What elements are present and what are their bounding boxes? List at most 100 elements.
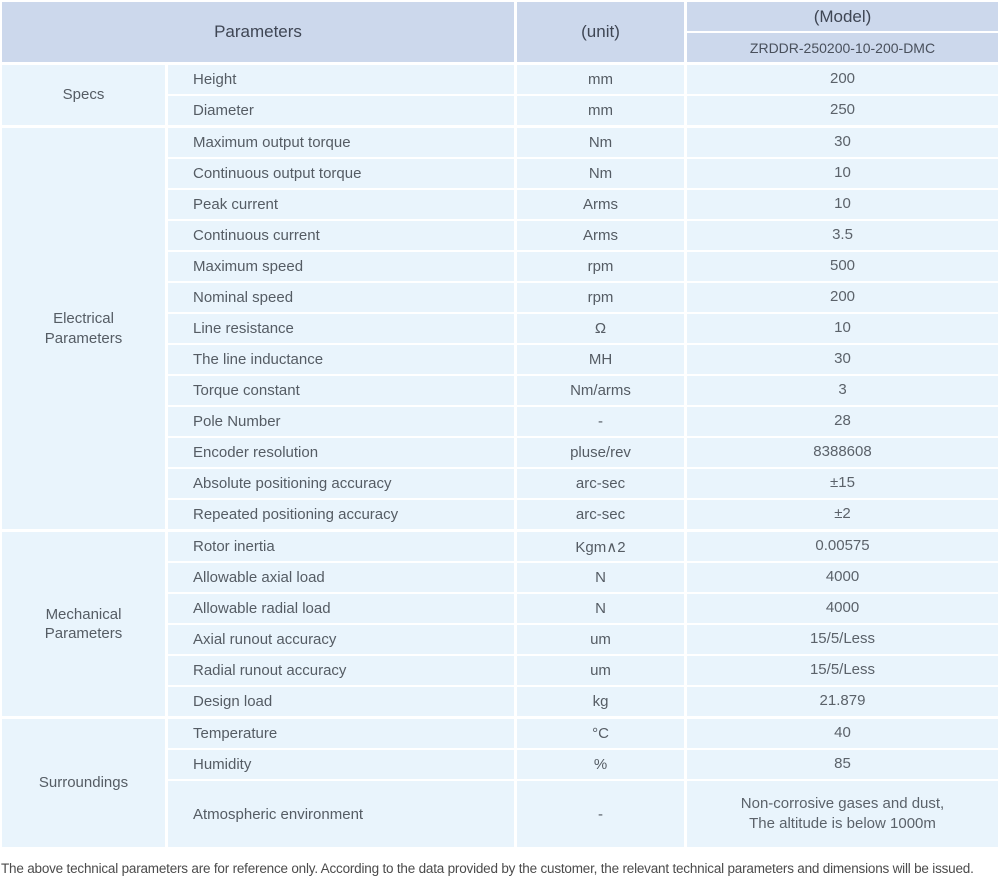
header-parameters: Parameters: [2, 2, 514, 62]
unit-cell: %: [517, 750, 684, 779]
section-surroundings: Surroundings Temperature °C 40 Humidity% 85 At…: [2, 719, 998, 847]
footer-note: The above technical parameters are for r…: [1, 861, 974, 876]
param-cell: Design load: [168, 687, 514, 716]
table-row: Pole Number -28: [168, 407, 998, 436]
table-row: Humidity% 85: [168, 750, 998, 779]
unit-cell: mm: [517, 65, 684, 94]
spec-table: Parameters (unit) (Model) ZRDDR-250200-1…: [2, 2, 998, 847]
value-cell: 10: [687, 159, 998, 188]
value-cell: 4000: [687, 594, 998, 623]
unit-cell: um: [517, 625, 684, 654]
unit-cell: Nm/arms: [517, 376, 684, 405]
unit-cell: mm: [517, 96, 684, 125]
param-cell: Peak current: [168, 190, 514, 219]
section-electrical: Electrical Parameters Maximum output torq…: [2, 128, 998, 529]
param-cell: Temperature: [168, 719, 514, 748]
table-row: Height mm 200: [168, 65, 998, 94]
header-model-number: ZRDDR-250200-10-200-DMC: [687, 33, 998, 62]
value-cell: 30: [687, 345, 998, 374]
unit-cell: Arms: [517, 221, 684, 250]
unit-cell: N: [517, 563, 684, 592]
param-cell: Humidity: [168, 750, 514, 779]
param-cell: Maximum output torque: [168, 128, 514, 157]
param-cell: Pole Number: [168, 407, 514, 436]
header-unit: (unit): [517, 2, 684, 62]
table-row: Torque constant Nm/arms 3: [168, 376, 998, 405]
value-cell: 3.5: [687, 221, 998, 250]
table-row: Allowable axial load N 4000: [168, 563, 998, 592]
value-cell: 200: [687, 65, 998, 94]
param-cell: Encoder resolution: [168, 438, 514, 467]
table-row: Temperature °C 40: [168, 719, 998, 748]
param-cell: Continuous output torque: [168, 159, 514, 188]
param-cell: Repeated positioning accuracy: [168, 500, 514, 529]
section-label-surroundings: Surroundings: [2, 719, 165, 847]
value-cell: 15/5/Less: [687, 656, 998, 685]
unit-cell: MH: [517, 345, 684, 374]
value-cell: 4000: [687, 563, 998, 592]
unit-cell: N: [517, 594, 684, 623]
table-row: Nominal speed rpm 200: [168, 283, 998, 312]
value-cell: 500: [687, 252, 998, 281]
param-cell: Allowable axial load: [168, 563, 514, 592]
table-row: Rotor inertia Kgm∧2 0.00575: [168, 532, 998, 561]
value-cell: 0.00575: [687, 532, 998, 561]
value-cell: ±2: [687, 500, 998, 529]
section-rows-specs: Height mm 200 Diameter mm 250: [168, 65, 998, 125]
value-cell: 10: [687, 190, 998, 219]
table-row: Encoder resolution pluse/rev 8388608: [168, 438, 998, 467]
value-cell: 10: [687, 314, 998, 343]
table-row: Diameter mm 250: [168, 96, 998, 125]
table-row: Continuous current Arms 3.5: [168, 221, 998, 250]
section-rows-mechanical: Rotor inertia Kgm∧2 0.00575 Allowable axial…: [168, 532, 998, 716]
value-cell: 250: [687, 96, 998, 125]
table-row: Design load kg 21.879: [168, 687, 998, 716]
value-cell: 8388608: [687, 438, 998, 467]
param-cell: Line resistance: [168, 314, 514, 343]
param-cell: Rotor inertia: [168, 532, 514, 561]
unit-cell: kg: [517, 687, 684, 716]
unit-cell: -: [517, 407, 684, 436]
value-cell: 40: [687, 719, 998, 748]
table-header-row: Parameters (unit) (Model) ZRDDR-250200-1…: [2, 2, 998, 62]
value-cell: 15/5/Less: [687, 625, 998, 654]
param-cell: Diameter: [168, 96, 514, 125]
param-cell: Absolute positioning accuracy: [168, 469, 514, 498]
param-cell: Height: [168, 65, 514, 94]
table-row: Continuous output torque Nm 10: [168, 159, 998, 188]
spec-table-body: Specs Height mm 200 Diameter mm 250 Electrical …: [2, 65, 998, 847]
table-row: The line inductance MH 30: [168, 345, 998, 374]
value-cell: 28: [687, 407, 998, 436]
section-specs: Specs Height mm 200 Diameter mm 250: [2, 65, 998, 125]
table-row: Maximum output torque Nm 30: [168, 128, 998, 157]
table-row: Axial runout accuracy um 15/5/Less: [168, 625, 998, 654]
unit-cell: -: [517, 781, 684, 847]
table-row: Radial runout accuracy um 15/5/Less: [168, 656, 998, 685]
table-row: Line resistance Ω 10: [168, 314, 998, 343]
value-cell: 200: [687, 283, 998, 312]
param-cell: Continuous current: [168, 221, 514, 250]
unit-cell: Ω: [517, 314, 684, 343]
unit-cell: arc-sec: [517, 500, 684, 529]
table-row: Absolute positioning accuracy arc-sec ±15: [168, 469, 998, 498]
unit-cell: Nm: [517, 128, 684, 157]
unit-cell: rpm: [517, 283, 684, 312]
value-cell: ±15: [687, 469, 998, 498]
unit-cell: Arms: [517, 190, 684, 219]
value-cell: 30: [687, 128, 998, 157]
param-cell: Torque constant: [168, 376, 514, 405]
section-label-specs: Specs: [2, 65, 165, 125]
section-label-mechanical: Mechanical Parameters: [2, 532, 165, 716]
param-cell: Nominal speed: [168, 283, 514, 312]
table-row: Maximum speed rpm 500: [168, 252, 998, 281]
unit-cell: Kgm∧2: [517, 532, 684, 561]
param-cell: Maximum speed: [168, 252, 514, 281]
section-label-electrical: Electrical Parameters: [2, 128, 165, 529]
value-cell: Non-corrosive gases and dust, The altitu…: [687, 781, 998, 847]
unit-cell: Nm: [517, 159, 684, 188]
header-model-column: (Model) ZRDDR-250200-10-200-DMC: [687, 2, 998, 62]
value-cell: 21.879: [687, 687, 998, 716]
header-model-label: (Model): [687, 2, 998, 31]
table-row: Peak current Arms 10: [168, 190, 998, 219]
unit-cell: arc-sec: [517, 469, 684, 498]
